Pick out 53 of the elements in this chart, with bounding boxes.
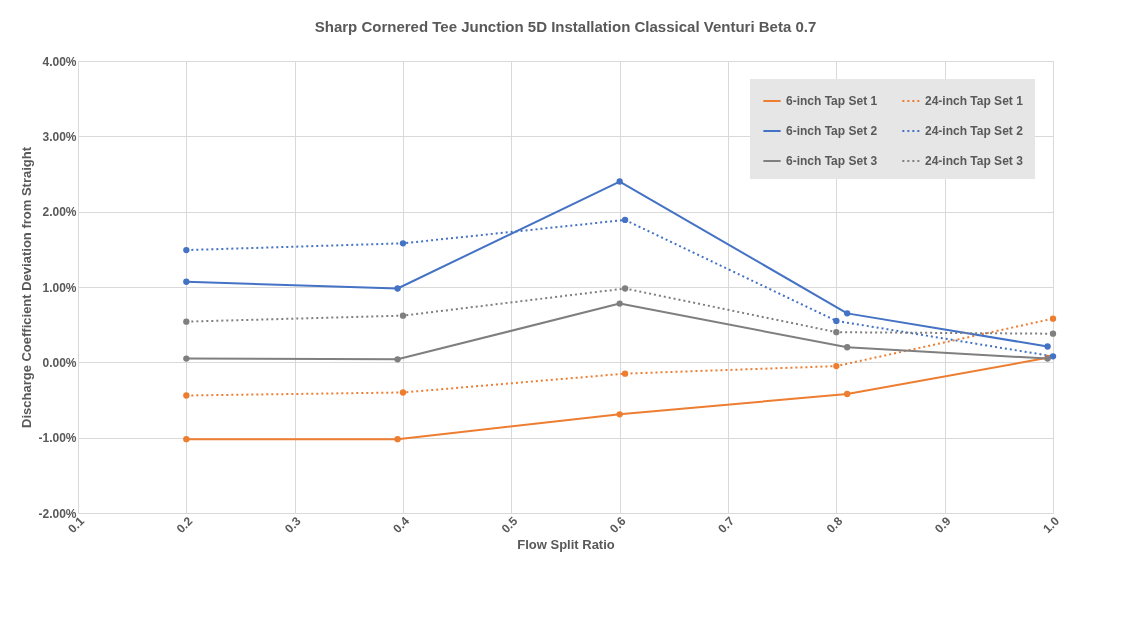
x-tick-label: 0.5 [498,513,521,536]
point [1049,330,1057,337]
legend-label: 24-inch Tap Set 3 [925,154,1024,168]
y-tick-label: 0.00% [42,355,77,370]
point [616,411,623,418]
point [833,317,840,325]
point [621,370,629,377]
point [833,362,840,370]
point [844,344,851,351]
y-tick-label: -2.00% [38,506,77,521]
y-tick-label: -1.00% [38,431,77,446]
y-tick-label: 2.00% [42,205,77,220]
x-axis-title: Flow Split Ratio [517,537,615,553]
legend-label: 6-inch Tap Set 2 [786,124,878,138]
point [1044,343,1051,350]
y-tick-label: 4.00% [42,54,77,69]
point [621,285,629,292]
point [394,356,401,363]
point [183,278,190,285]
point [183,246,190,254]
point [1049,315,1057,322]
legend-label: 24-inch Tap Set 1 [925,94,1024,108]
point [183,355,190,362]
x-tick-label: 0.8 [823,513,846,536]
point [616,178,623,185]
x-tick-label: 0.6 [606,513,629,536]
legend-label: 6-inch Tap Set 1 [786,94,878,108]
point [399,389,407,396]
point [399,312,407,319]
point [1049,353,1057,360]
y-tick-label: 3.00% [42,129,77,144]
point [399,240,407,247]
point [844,390,851,398]
point [394,285,401,292]
point [621,216,629,224]
point [833,329,840,336]
chart-title: Sharp Cornered Tee Junction 5D Installation Classical Venturi Beta 0.7 [314,18,817,35]
x-tick-label: 0.3 [281,513,304,536]
x-tick-label: 0.7 [715,513,738,536]
point [844,310,851,317]
x-tick-label: 0.4 [390,513,413,536]
point [183,318,190,325]
point [616,300,623,307]
x-tick-label: 0.9 [931,513,954,536]
y-tick-label: 1.00% [42,280,77,295]
legend-label: 24-inch Tap Set 2 [925,124,1024,138]
x-tick-label: 1.0 [1040,513,1063,536]
x-tick-label: 0.2 [173,513,196,536]
point [183,392,190,399]
point [394,436,401,443]
point [183,436,190,443]
y-axis-title: Discharge Coefficient Deviation from Straight [19,146,35,428]
legend-label: 6-inch Tap Set 3 [786,154,878,168]
